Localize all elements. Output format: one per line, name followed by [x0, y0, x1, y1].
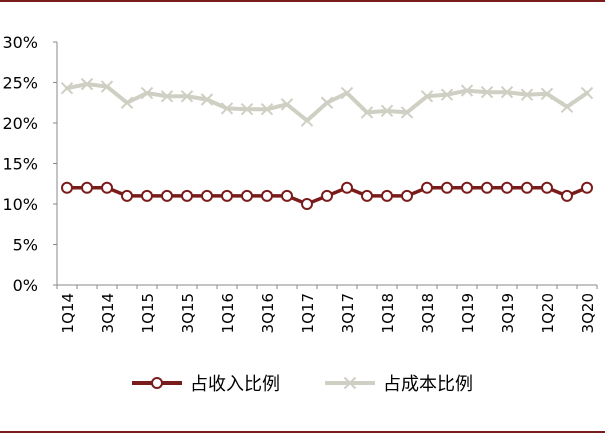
bottom-rule: [0, 431, 605, 433]
series-0-point: [341, 181, 353, 194]
series-1-point: [120, 96, 134, 109]
series-0-point: [121, 189, 133, 202]
series-1-point: [280, 98, 294, 111]
series-0-point: [301, 198, 313, 210]
series-0-point: [481, 181, 493, 194]
series-0-point: [421, 181, 433, 194]
y-tick-label: 5%: [13, 236, 38, 255]
x-tick-label: 1Q18: [379, 293, 397, 333]
y-tick-label: 0%: [13, 276, 38, 295]
x-tick-label: 1Q17: [299, 293, 317, 333]
x-tick-label: 3Q15: [179, 293, 197, 333]
series-1-point: [240, 103, 254, 116]
series-0-point: [401, 189, 413, 202]
series-0-point: [501, 181, 513, 194]
x-tick-label: 3Q14: [99, 293, 117, 333]
series-1-point: [200, 93, 214, 106]
series-0-point: [181, 189, 193, 202]
series-0-point: [221, 189, 233, 202]
x-tick-label: 1Q16: [219, 293, 237, 333]
series-0-point: [261, 189, 273, 202]
series-0-point: [101, 181, 113, 194]
y-tick-label: 25%: [2, 74, 38, 93]
series-0-point: [141, 189, 153, 202]
series-1-point: [160, 90, 174, 103]
x-tick-label: 1Q20: [539, 293, 557, 333]
series-1-point: [380, 104, 394, 118]
series-0-point: [541, 181, 553, 194]
legend-swatch-marker-0: [151, 377, 163, 389]
series-0-point: [81, 181, 93, 194]
series-1-point: [300, 114, 314, 127]
series-0-point: [561, 189, 573, 202]
x-tick-label: 3Q17: [339, 293, 357, 333]
y-tick-label: 30%: [2, 33, 38, 52]
legend-label-1: 占成本比例: [383, 374, 473, 395]
series-1-point: [100, 80, 114, 93]
series-1-point: [180, 90, 194, 103]
series-1-point: [580, 86, 594, 100]
series-0-point: [581, 181, 593, 194]
series-1-point: [560, 100, 574, 114]
x-tick-label: 1Q15: [139, 293, 157, 333]
series-1-point: [320, 96, 334, 109]
x-tick-label: 3Q16: [259, 293, 277, 333]
series-0-point: [281, 189, 293, 202]
series-1-point: [260, 103, 274, 116]
series-0-point: [241, 189, 253, 202]
series-1-point: [220, 102, 234, 115]
series-1-point: [440, 88, 454, 101]
series-1-point: [500, 86, 514, 99]
series-1-point: [340, 86, 354, 100]
x-tick-label: 3Q18: [419, 293, 437, 333]
series-0-point: [61, 181, 73, 194]
y-tick-label: 10%: [2, 195, 38, 214]
series-1-point: [540, 87, 554, 101]
x-tick-label: 3Q19: [499, 293, 517, 333]
series-0-point: [201, 189, 213, 202]
series-0-point: [461, 181, 473, 194]
series-0-point: [381, 189, 393, 202]
series-1-point: [420, 90, 434, 103]
chart-legend: 占收入比例 占成本比例: [132, 374, 473, 395]
series-0-point: [361, 189, 373, 202]
series-1-point: [480, 86, 494, 99]
x-tick-label: 3Q20: [579, 293, 597, 333]
series-1-point: [360, 106, 374, 119]
series-0-point: [321, 189, 333, 202]
series-1-point: [80, 77, 94, 91]
series-1-point: [460, 84, 474, 97]
x-tick-label: 1Q14: [59, 293, 77, 333]
legend-swatch-marker-1: [343, 376, 357, 390]
series-1-point: [140, 86, 154, 100]
series-0-point: [161, 189, 173, 202]
series-0-point: [441, 181, 453, 194]
y-tick-label: 15%: [2, 155, 38, 174]
chart-series: [60, 77, 594, 210]
series-1-point: [520, 88, 534, 101]
series-0-point: [521, 181, 533, 194]
legend-label-0: 占收入比例: [190, 374, 280, 395]
series-1-point: [60, 81, 74, 95]
series-1-point: [400, 106, 414, 119]
chart-axes: 0% 5% 10% 15% 20% 25% 30% 1Q14 3Q14 1Q15 3Q15 1Q16 3…: [2, 33, 598, 333]
y-tick-label: 20%: [2, 114, 38, 133]
top-rule: [0, 0, 605, 2]
x-tick-label: 1Q19: [459, 293, 477, 333]
